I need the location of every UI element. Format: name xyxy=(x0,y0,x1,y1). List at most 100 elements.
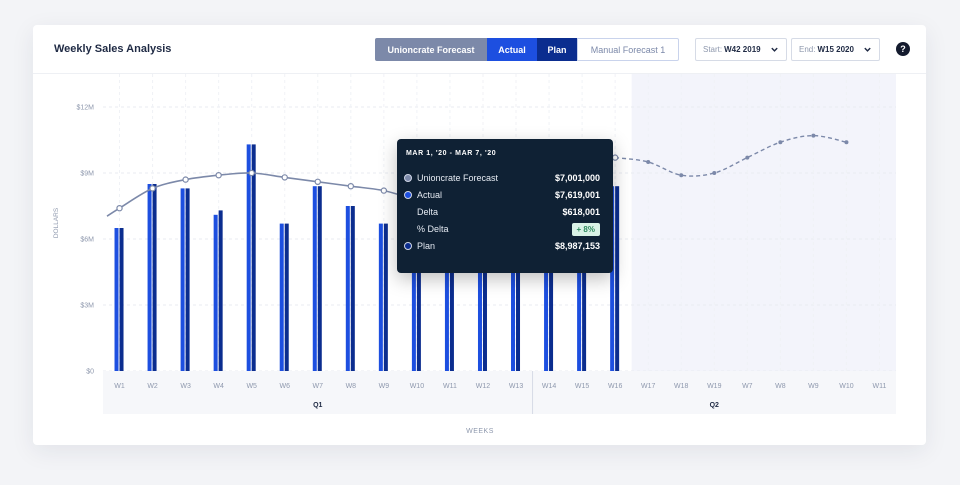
bar-plan[interactable] xyxy=(317,186,322,371)
bar-plan[interactable] xyxy=(152,184,157,371)
x-tick-label: W4 xyxy=(213,383,224,390)
future-period-shade xyxy=(631,74,896,371)
forecast-point[interactable] xyxy=(347,182,355,190)
bar-actual[interactable] xyxy=(610,186,615,371)
plan-dot-icon xyxy=(404,242,412,250)
x-tick-label: W18 xyxy=(674,383,689,390)
x-tick-label: W16 xyxy=(608,383,623,390)
bar-plan[interactable] xyxy=(350,206,355,371)
y-tick-label: $12M xyxy=(76,105,94,112)
forecast-point[interactable] xyxy=(248,169,255,177)
bar-plan[interactable] xyxy=(549,184,554,371)
forecast-point[interactable] xyxy=(679,173,684,178)
x-tick-label: W15 xyxy=(575,383,590,390)
bar-plan[interactable] xyxy=(416,203,421,371)
bar-plan[interactable] xyxy=(516,203,521,371)
forecast-point[interactable] xyxy=(646,160,651,164)
x-tick-label: W12 xyxy=(476,383,491,390)
forecast-dot-icon xyxy=(404,174,412,182)
x-tick-label: W9 xyxy=(808,383,819,390)
bar-actual[interactable] xyxy=(444,203,449,371)
tooltip-value: $7,001,000 xyxy=(554,173,600,183)
bar-actual[interactable] xyxy=(114,228,119,371)
tooltip-row-actual: Actual $7,619,001 xyxy=(404,188,600,202)
bar-plan[interactable] xyxy=(218,210,223,371)
toggle-manual-forecast[interactable]: Manual Forecast 1 xyxy=(577,38,679,61)
bar-actual[interactable] xyxy=(511,203,516,371)
forecast-point[interactable] xyxy=(149,185,156,192)
tooltip-value: $618,001 xyxy=(562,207,600,217)
bar-plan[interactable] xyxy=(185,188,190,371)
help-icon[interactable]: ? xyxy=(896,42,910,56)
forecast-point[interactable] xyxy=(182,176,189,183)
bar-plan[interactable] xyxy=(449,203,454,371)
bar-actual[interactable] xyxy=(544,184,549,371)
bar-actual[interactable] xyxy=(180,188,185,371)
forecast-point[interactable] xyxy=(215,171,222,179)
x-tick-label: W11 xyxy=(443,383,457,390)
y-tick-label: $9M xyxy=(80,171,94,178)
forecast-point[interactable] xyxy=(116,204,123,212)
tooltip-label: Plan xyxy=(417,241,436,251)
bar-actual[interactable] xyxy=(577,184,582,371)
bar-actual[interactable] xyxy=(378,223,383,371)
end-value: W15 2020 xyxy=(817,45,854,54)
x-tick-label: W5 xyxy=(246,383,257,390)
tooltip-value: $7,619,001 xyxy=(554,190,600,200)
x-tick-label: W10 xyxy=(410,383,425,390)
start-label: Start: xyxy=(703,45,723,54)
x-tick-label: W19 xyxy=(707,383,722,390)
chevron-down-icon xyxy=(864,47,871,52)
x-tick-label: W11 xyxy=(873,383,887,390)
pct-delta-badge: + 8% xyxy=(571,222,600,236)
toggle-plan[interactable]: Plan xyxy=(537,38,577,61)
tooltip-date: MAR 1, '20 - MAR 7, '20 xyxy=(406,150,497,157)
bar-actual[interactable] xyxy=(246,144,251,371)
bar-actual[interactable] xyxy=(213,214,218,371)
forecast-point[interactable] xyxy=(745,155,750,160)
bar-plan[interactable] xyxy=(615,186,620,371)
bar-actual[interactable] xyxy=(345,206,350,371)
toggle-unioncrate-forecast[interactable]: Unioncrate Forecast xyxy=(375,38,487,61)
start-week-select[interactable]: Start: W42 2019 xyxy=(695,38,787,61)
actual-dot-icon xyxy=(404,191,412,199)
x-tick-label: W14 xyxy=(542,383,557,390)
page-title: Weekly Sales Analysis xyxy=(54,43,172,55)
tooltip-row-delta: Delta $618,001 xyxy=(404,205,600,219)
toggle-actual[interactable]: Actual xyxy=(487,38,537,61)
series-toggle-group: Unioncrate Forecast Actual Plan Manual F… xyxy=(375,38,679,61)
x-tick-label: W8 xyxy=(346,383,357,390)
bar-plan[interactable] xyxy=(251,144,256,371)
bar-plan[interactable] xyxy=(482,203,487,371)
bar-plan[interactable] xyxy=(582,184,587,371)
x-tick-label: W1 xyxy=(114,383,125,390)
bar-actual[interactable] xyxy=(312,186,317,371)
forecast-line-projected xyxy=(615,134,847,177)
bar-actual[interactable] xyxy=(279,223,284,371)
x-tick-label: W2 xyxy=(147,383,158,390)
bar-actual[interactable] xyxy=(147,184,152,371)
start-value: W42 2019 xyxy=(724,45,761,54)
bar-plan[interactable] xyxy=(383,223,388,371)
tooltip-label: Delta xyxy=(417,207,439,217)
y-axis-label: DOLLARS xyxy=(53,207,60,238)
forecast-point[interactable] xyxy=(712,171,717,175)
forecast-point[interactable] xyxy=(778,140,783,145)
bar-actual[interactable] xyxy=(411,203,416,371)
forecast-point[interactable] xyxy=(811,133,816,138)
y-tick-label: $3M xyxy=(80,303,94,310)
x-tick-label: W10 xyxy=(839,383,854,390)
bar-plan[interactable] xyxy=(119,228,124,371)
end-week-select[interactable]: End: W15 2020 xyxy=(791,38,880,61)
forecast-point[interactable] xyxy=(844,140,849,145)
bar-actual[interactable] xyxy=(477,203,482,371)
forecast-point[interactable] xyxy=(611,154,619,161)
chart-tooltip: MAR 1, '20 - MAR 7, '20 Unioncrate Forec… xyxy=(397,139,613,273)
y-tick-label: $0 xyxy=(86,369,94,376)
bar-plan[interactable] xyxy=(284,223,289,371)
forecast-point[interactable] xyxy=(380,187,388,194)
forecast-point[interactable] xyxy=(314,178,321,185)
header-divider xyxy=(33,73,926,74)
x-tick-label: W7 xyxy=(742,383,753,390)
forecast-point[interactable] xyxy=(281,174,288,181)
